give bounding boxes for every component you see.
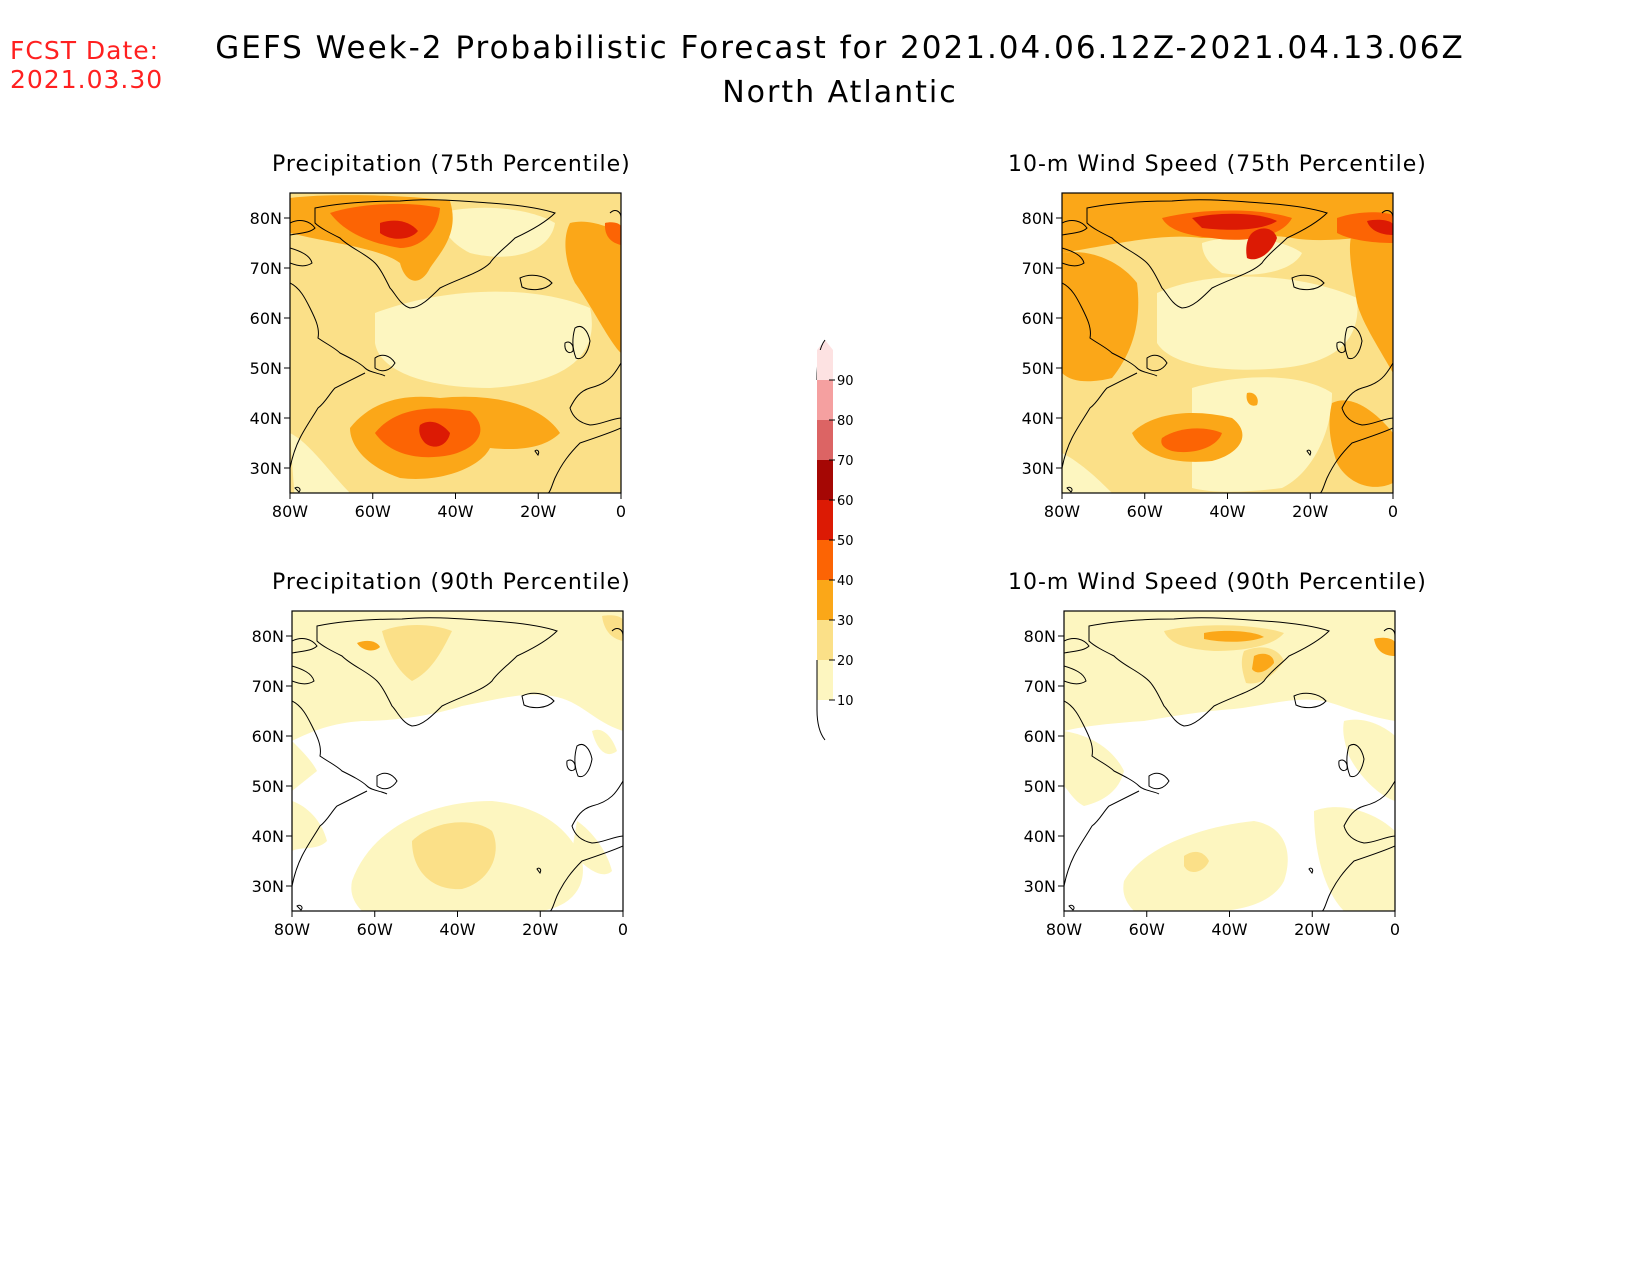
lat-label: 80N	[252, 627, 284, 646]
lon-label: 0	[1388, 502, 1398, 521]
lat-label: 30N	[1022, 459, 1054, 478]
lon-label: 0	[616, 502, 626, 521]
lon-label: 40W	[437, 502, 473, 521]
colorbar-box-c40	[817, 540, 833, 580]
panel-title-precip75: Precipitation (75th Percentile)	[272, 152, 631, 177]
lat-label: 50N	[1024, 777, 1056, 796]
colorbar-label: 30	[837, 614, 854, 629]
colorbar-label: 70	[837, 454, 854, 469]
lat-label: 60N	[250, 309, 282, 328]
page-subtitle: North Atlantic	[160, 75, 1520, 110]
lat-label: 40N	[1024, 827, 1056, 846]
lat-label: 50N	[1022, 359, 1054, 378]
lat-label: 50N	[250, 359, 282, 378]
lon-label: 40W	[439, 920, 475, 939]
colorbar-label: 60	[837, 494, 854, 509]
lat-label: 30N	[250, 459, 282, 478]
page-title: GEFS Week-2 Probabilistic Forecast for 2…	[160, 30, 1520, 66]
colorbar-box-c10	[817, 660, 833, 700]
colorbar-box-c70	[817, 420, 833, 460]
lat-label: 70N	[252, 677, 284, 696]
map-precip90: 80N 70N 60N 50N 40N 30N 80W 60W 40W 20W 0	[222, 603, 642, 943]
shaded-region-c10	[1157, 277, 1358, 370]
colorbar-label: 40	[837, 574, 854, 589]
lon-label: 40W	[1211, 920, 1247, 939]
lon-label: 80W	[274, 920, 310, 939]
lat-label: 40N	[1022, 409, 1054, 428]
colorbar-label: 80	[837, 414, 854, 429]
lon-label: 0	[618, 920, 628, 939]
colorbar-label: 10	[837, 694, 854, 709]
map-precip75: 80N 70N 60N 50N 40N 30N 80W 60W 40W 20W 0	[220, 185, 640, 525]
lon-label: 60W	[1127, 502, 1163, 521]
lon-label: 80W	[272, 502, 308, 521]
lon-label: 80W	[1044, 502, 1080, 521]
map-wind75: 80N 70N 60N 50N 40N 30N 80W 60W 40W 20W 0	[992, 185, 1412, 525]
lat-label: 60N	[1024, 727, 1056, 746]
colorbar-box-c30	[817, 580, 833, 620]
colorbar-box-c20	[817, 620, 833, 660]
lat-label: 60N	[252, 727, 284, 746]
lat-label: 50N	[252, 777, 284, 796]
lat-label: 40N	[250, 409, 282, 428]
panel-title-precip90: Precipitation (90th Percentile)	[272, 570, 631, 595]
lat-label: 80N	[1022, 209, 1054, 228]
lat-label: 30N	[252, 877, 284, 896]
lat-label: 70N	[250, 259, 282, 278]
forecast-date: FCST Date: 2021.03.30	[10, 36, 163, 94]
colorbar-box-c90	[817, 350, 833, 380]
lon-label: 60W	[1129, 920, 1165, 939]
colorbar-box-c80	[817, 380, 833, 420]
lon-label: 0	[1390, 920, 1400, 939]
lon-label: 60W	[355, 502, 391, 521]
forecast-date-value: 2021.03.30	[10, 65, 163, 94]
colorbar-box-c60	[817, 460, 833, 500]
forecast-date-label: FCST Date:	[10, 36, 163, 65]
lon-label: 20W	[1292, 502, 1328, 521]
colorbar: 90 80 70 60 50 40 30 20 10	[800, 330, 870, 750]
lon-label: 20W	[1294, 920, 1330, 939]
lat-label: 40N	[252, 827, 284, 846]
lon-label: 80W	[1046, 920, 1082, 939]
lat-label: 60N	[1022, 309, 1054, 328]
lon-label: 40W	[1209, 502, 1245, 521]
lon-label: 20W	[520, 502, 556, 521]
panel-title-wind75: 10-m Wind Speed (75th Percentile)	[1008, 152, 1427, 177]
lat-label: 30N	[1024, 877, 1056, 896]
lon-label: 20W	[522, 920, 558, 939]
lon-label: 60W	[357, 920, 393, 939]
lat-label: 80N	[250, 209, 282, 228]
lat-label: 70N	[1022, 259, 1054, 278]
map-wind90: 80N 70N 60N 50N 40N 30N 80W 60W 40W 20W 0	[994, 603, 1414, 943]
colorbar-label: 20	[837, 654, 854, 669]
colorbar-box-c50	[817, 500, 833, 540]
colorbar-label: 50	[837, 534, 854, 549]
panel-title-wind90: 10-m Wind Speed (90th Percentile)	[1008, 570, 1427, 595]
colorbar-label: 90	[837, 374, 854, 389]
lat-label: 80N	[1024, 627, 1056, 646]
lat-label: 70N	[1024, 677, 1056, 696]
